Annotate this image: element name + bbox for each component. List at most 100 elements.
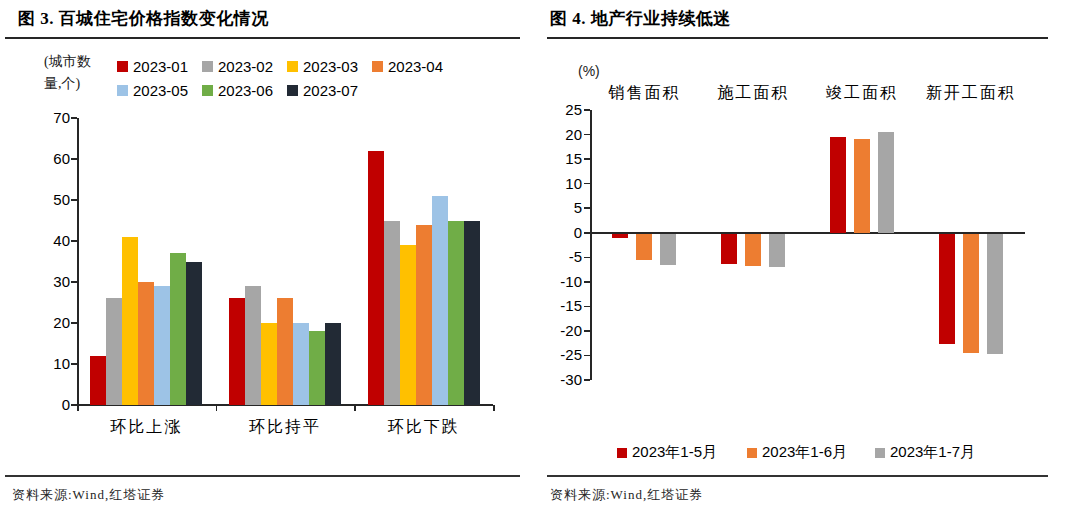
bar-2023年1-5月-销售面积 — [612, 234, 628, 238]
report-figures-page: 图 3. 百城住宅价格指数变化情况 (城市数 量,个) 706050403020… — [0, 0, 1080, 514]
y-axis-tick — [584, 109, 590, 111]
bar-2023-04-环比持平 — [277, 298, 293, 405]
legend-label-2023-03: 2023-03 — [303, 58, 358, 75]
legend-item-2023-05: 2023-05 — [117, 82, 188, 99]
bar-2023-06-环比下跌 — [448, 221, 464, 406]
legend-label-2023-05: 2023-05 — [133, 82, 188, 99]
bar-2023年1-6月-新开工面积 — [963, 234, 979, 353]
bar-2023-06-环比持平 — [309, 331, 325, 405]
y-axis-tick — [71, 363, 77, 365]
y-axis-tick — [71, 322, 77, 324]
legend-label-2023年1-5月: 2023年1-5月 — [632, 443, 717, 462]
y-axis-tick — [584, 379, 590, 381]
legend-swatch-2023-07 — [287, 85, 298, 96]
y-tick-label: 20 — [36, 314, 70, 332]
bar-2023年1-7月-施工面积 — [769, 234, 785, 267]
figure-4-source: 资料来源:Wind,红塔证券 — [550, 486, 703, 504]
y-tick-label: -5 — [544, 248, 582, 266]
y-axis-tick — [584, 330, 590, 332]
y-tick-label: -20 — [544, 322, 582, 340]
y-axis-tick — [71, 199, 77, 201]
bar-2023-06-环比上涨 — [170, 253, 186, 405]
y-tick-label: 0 — [544, 224, 582, 242]
legend-label-2023年1-6月: 2023年1-6月 — [762, 443, 847, 462]
y-tick-label: 30 — [36, 273, 70, 291]
bar-2023年1-6月-销售面积 — [636, 234, 652, 260]
y-tick-label: 5 — [544, 199, 582, 217]
figure-3-source: 资料来源:Wind,红塔证券 — [12, 486, 165, 504]
figure-3-panel: 图 3. 百城住宅价格指数变化情况 (城市数 量,个) 706050403020… — [0, 0, 540, 514]
y-tick-label: -15 — [544, 297, 582, 315]
bar-2023-07-环比下跌 — [464, 221, 480, 406]
legend-swatch-2023年1-7月 — [875, 448, 885, 458]
bar-2023年1-5月-新开工面积 — [939, 234, 955, 345]
category-axis-tick — [354, 405, 356, 411]
legend-label-2023年1-7月: 2023年1-7月 — [890, 443, 975, 462]
y-tick-label: 0 — [36, 396, 70, 414]
bar-2023-05-环比上涨 — [154, 286, 170, 405]
legend-item-2023-02: 2023-02 — [202, 58, 273, 75]
legend-item-2023-07: 2023-07 — [287, 82, 358, 99]
legend-item-2023年1-5月: 2023年1-5月 — [617, 443, 717, 462]
legend-label-2023-07: 2023-07 — [303, 82, 358, 99]
bar-2023-05-环比下跌 — [432, 196, 448, 405]
figure-4-chart: 2520151050-5-10-15-20-25-30销售面积施工面积竣工面积新… — [540, 0, 1080, 514]
legend-label-2023-06: 2023-06 — [218, 82, 273, 99]
y-tick-label: 10 — [544, 175, 582, 193]
bar-2023-05-环比持平 — [293, 323, 309, 405]
y-tick-label: 70 — [36, 109, 70, 127]
y-tick-label: -25 — [544, 346, 582, 364]
bar-2023-07-环比上涨 — [186, 262, 202, 406]
bar-2023-02-环比持平 — [245, 286, 261, 405]
y-axis-tick — [584, 232, 590, 234]
y-axis-tick — [584, 207, 590, 209]
bar-2023-03-环比上涨 — [122, 237, 138, 405]
bar-2023年1-7月-销售面积 — [660, 234, 676, 266]
legend-swatch-2023年1-5月 — [617, 448, 627, 458]
bar-2023-03-环比持平 — [261, 323, 277, 405]
y-axis-tick — [71, 158, 77, 160]
category-label: 环比持平 — [205, 417, 365, 438]
y-axis-tick — [71, 117, 77, 119]
y-tick-label: 10 — [36, 355, 70, 373]
bar-2023年1-5月-施工面积 — [721, 234, 737, 264]
figure-4-panel: 图 4. 地产行业持续低迷 (%) 2520151050-5-10-15-20-… — [540, 0, 1080, 514]
y-tick-label: 20 — [544, 126, 582, 144]
y-axis-tick — [584, 257, 590, 259]
category-label: 新开工面积 — [891, 83, 1051, 104]
legend-item-2023-01: 2023-01 — [117, 58, 188, 75]
bar-2023年1-7月-新开工面积 — [987, 234, 1003, 354]
bar-2023-04-环比下跌 — [416, 225, 432, 405]
legend-label-2023-02: 2023-02 — [218, 58, 273, 75]
bar-2023年1-6月-施工面积 — [745, 234, 761, 266]
y-axis-tick — [71, 240, 77, 242]
legend-label-2023-04: 2023-04 — [388, 58, 443, 75]
category-axis-tick — [216, 405, 218, 411]
legend-swatch-2023-05 — [117, 85, 128, 96]
legend-item-2023-03: 2023-03 — [287, 58, 358, 75]
category-label: 环比上涨 — [66, 417, 226, 438]
category-label: 环比下跌 — [344, 417, 504, 438]
y-axis-tick — [584, 281, 590, 283]
y-tick-label: 60 — [36, 150, 70, 168]
legend-item-2023年1-7月: 2023年1-7月 — [875, 443, 975, 462]
x-axis-line — [590, 232, 1025, 234]
y-axis-tick — [584, 134, 590, 136]
y-axis-tick — [71, 281, 77, 283]
bar-2023-01-环比持平 — [229, 298, 245, 405]
y-axis-tick — [584, 158, 590, 160]
y-axis-tick — [584, 306, 590, 308]
legend-swatch-2023-02 — [202, 61, 213, 72]
legend-swatch-2023-03 — [287, 61, 298, 72]
figure-4-source-rule — [547, 475, 1048, 477]
bar-2023年1-5月-竣工面积 — [830, 137, 846, 233]
figure-3-source-rule — [5, 475, 520, 477]
bar-2023-04-环比上涨 — [138, 282, 154, 405]
y-tick-label: 50 — [36, 191, 70, 209]
legend-item-2023-06: 2023-06 — [202, 82, 273, 99]
bar-2023年1-6月-竣工面积 — [854, 139, 870, 232]
bar-2023-02-环比下跌 — [384, 221, 400, 406]
legend-swatch-2023-06 — [202, 85, 213, 96]
legend-swatch-2023年1-6月 — [747, 448, 757, 458]
bar-2023-01-环比上涨 — [90, 356, 106, 405]
